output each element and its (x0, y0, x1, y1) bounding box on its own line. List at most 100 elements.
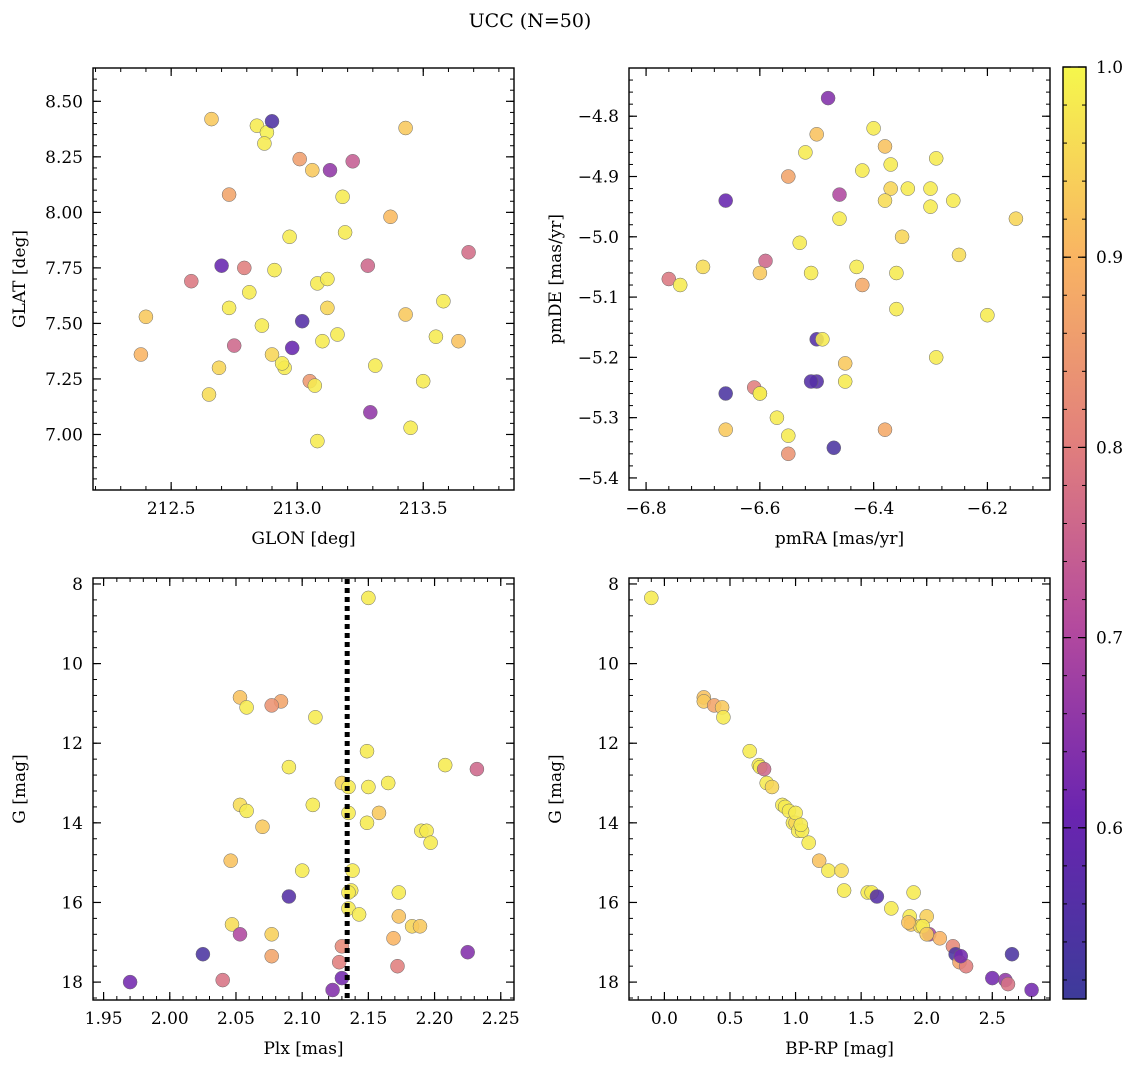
data-point (359, 815, 375, 831)
data-point (255, 819, 270, 835)
data-point (906, 885, 921, 900)
data-point (836, 883, 852, 898)
data-point (331, 954, 347, 970)
data-point (282, 229, 297, 245)
data-point (254, 318, 270, 333)
y-tick-label: 16 (597, 893, 619, 913)
data-point (781, 169, 796, 184)
x-tick-label: 212.5 (147, 499, 196, 519)
data-point (832, 211, 847, 226)
data-point (211, 360, 227, 376)
y-axis-label: G [mag] (10, 754, 30, 823)
x-tick-label: 1.5 (848, 1009, 875, 1029)
x-tick-label: 2.0 (913, 1009, 940, 1029)
data-point (837, 356, 853, 371)
data-point (307, 378, 323, 393)
x-axis-label: Plx [mas] (263, 1039, 343, 1059)
y-tick-label: 18 (61, 973, 83, 993)
x-tick-label: −6.6 (739, 499, 780, 519)
x-tick-label: 2.15 (349, 1009, 387, 1029)
data-point (264, 347, 280, 362)
colorbar: 0.6 0.7 0.8 0.9 1.0 (1062, 58, 1123, 1000)
data-point (758, 253, 773, 269)
data-point (398, 307, 413, 322)
colorbar-tick-label: 1.0 (1096, 58, 1123, 78)
y-tick-label: 8 (72, 575, 83, 595)
y-tick-label: 18 (597, 973, 619, 993)
data-point (428, 329, 444, 344)
data-point (889, 265, 904, 281)
data-point (242, 285, 257, 300)
x-tick-label: −6.4 (853, 499, 894, 519)
data-point (335, 189, 350, 205)
data-point (383, 209, 398, 225)
data-point (267, 262, 282, 278)
data-point (798, 145, 813, 160)
data-point (469, 761, 485, 777)
data-point (849, 259, 864, 275)
data-point (320, 300, 335, 316)
data-point (221, 300, 237, 316)
data-point (214, 258, 229, 273)
data-point (412, 919, 428, 934)
data-point (390, 958, 405, 974)
data-point (391, 909, 407, 924)
y-tick-label: 7.00 (45, 425, 83, 445)
data-point (264, 948, 279, 964)
y-tick-label: 8.00 (45, 203, 83, 223)
data-point (832, 187, 847, 202)
data-point (292, 151, 307, 167)
data-point (403, 420, 418, 436)
data-point (361, 779, 376, 795)
data-point (360, 258, 376, 273)
y-tick-label: −5.3 (578, 409, 619, 429)
data-point (451, 333, 466, 349)
data-point (239, 803, 254, 819)
data-point (820, 90, 836, 106)
data-point (883, 181, 898, 196)
data-point (386, 931, 401, 946)
y-tick-label: 12 (597, 734, 619, 754)
data-point (661, 271, 677, 287)
y-tick-label: −4.9 (578, 168, 619, 188)
colorbar-tick-label: 0.7 (1096, 629, 1123, 649)
data-point (985, 970, 1000, 986)
data-point (695, 259, 711, 275)
data-point (855, 163, 870, 178)
data-point (793, 817, 809, 833)
x-axis-label: GLON [deg] (251, 529, 355, 549)
data-point (900, 181, 916, 196)
data-point (1024, 982, 1039, 998)
y-tick-label: 10 (597, 655, 619, 675)
y-tick-label: 16 (61, 893, 83, 913)
panel-bottom-left: 1.95 2.00 2.05 2.10 2.15 2.20 2.25 8 10 12 14 16 18 P… (10, 575, 520, 1059)
data-point (953, 948, 969, 964)
data-point (437, 757, 453, 773)
x-tick-label: 0.5 (716, 1009, 743, 1029)
data-point (391, 885, 407, 900)
data-point (801, 835, 816, 850)
data-point (322, 162, 338, 178)
axes-frame (628, 577, 1051, 1001)
data-point (239, 700, 254, 715)
x-tick-label: 2.05 (217, 1009, 255, 1029)
data-point (361, 590, 376, 606)
data-point (826, 440, 842, 456)
data-point (201, 387, 217, 402)
data-point (980, 307, 995, 323)
data-point (946, 193, 961, 208)
data-point (716, 710, 731, 725)
data-point (264, 698, 279, 713)
data-point (756, 761, 772, 777)
x-tick-label: 1.0 (782, 1009, 809, 1029)
data-point (769, 410, 785, 425)
data-point (122, 974, 138, 990)
data-point (371, 805, 387, 821)
data-point (281, 889, 297, 904)
data-point (877, 193, 893, 208)
data-point (232, 927, 248, 942)
x-axis-label: BP-RP [mag] (785, 1039, 894, 1059)
axes-frame (92, 577, 515, 1001)
data-point (351, 907, 367, 922)
